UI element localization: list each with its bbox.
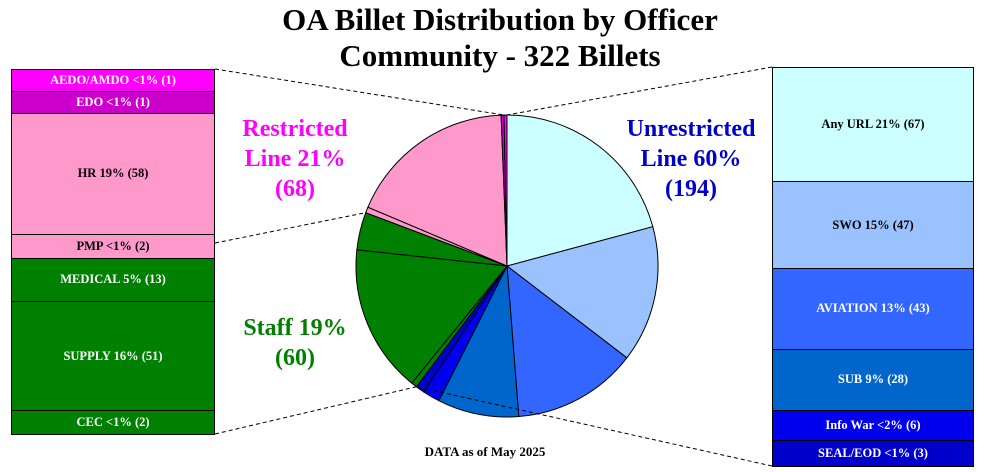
breakdown-medical: MEDICAL 5% (13) <box>11 257 215 302</box>
pie-slice-aedoamdo <box>503 114 508 267</box>
breakdown-pmp: PMP <1% (2) <box>11 234 215 259</box>
pie-slice-supply <box>355 249 508 384</box>
breakdown-edo: EDO <1% (1) <box>11 90 215 114</box>
chart-title: OA Billet Distribution by Officer Commun… <box>250 2 750 74</box>
connector-line <box>506 66 773 116</box>
right-breakdown-column: Any URL 21% (67) SWO 15% (47) AVIATION 13%… <box>772 67 974 467</box>
group-label-unrestricted-line: Unrestricted Line 60% (194) <box>626 116 756 202</box>
breakdown-swo: SWO 15% (47) <box>772 181 974 269</box>
group-label-staff: Staff 19% (60) <box>243 315 347 371</box>
breakdown-aedoamdo: AEDO/AMDO <1% (1) <box>11 69 215 92</box>
pie-slice-aviation <box>506 264 628 418</box>
breakdown-supply: SUPPLY 16% (51) <box>11 300 215 412</box>
connector-line <box>416 386 773 467</box>
pie-slice-hr <box>367 114 508 267</box>
connector-line <box>214 68 505 116</box>
chart-title-line2: Community - 322 Billets <box>339 38 661 73</box>
breakdown-hr: HR 19% (58) <box>11 112 215 236</box>
data-date-footnote: DATA as of May 2025 <box>424 444 546 459</box>
breakdown-cec: CEC <1% (2) <box>11 410 215 435</box>
connector-line <box>214 212 366 244</box>
breakdown-sealeod: SEAL/EOD <1% (3) <box>772 439 974 467</box>
left-breakdown-column: AEDO/AMDO <1% (1) EDO <1% (1) HR 19% (58) P… <box>11 69 215 435</box>
breakdown-any: Any URL 21% (67) <box>772 67 974 183</box>
chart-title-line1: OA Billet Distribution by Officer <box>282 2 718 37</box>
breakdown-sub: SUB 9% (28) <box>772 349 974 411</box>
breakdown-info: Info War <2% (6) <box>772 409 974 441</box>
pie-slice-sub <box>438 264 520 418</box>
group-label-restricted-line: Restricted Line 21% (68) <box>242 116 348 202</box>
breakdown-aviation: AVIATION 13% (43) <box>772 267 974 351</box>
pie-slice-any <box>506 114 654 267</box>
connector-line <box>214 386 417 435</box>
pie-slice-swo <box>505 226 659 359</box>
